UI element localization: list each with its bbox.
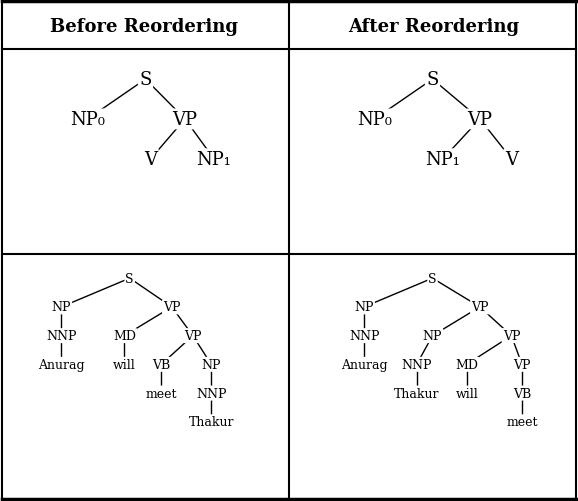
Text: NP₁: NP₁: [197, 150, 231, 168]
Text: NP: NP: [354, 301, 374, 314]
Text: NNP: NNP: [46, 330, 77, 342]
Text: VP: VP: [513, 358, 531, 371]
Text: NP: NP: [51, 301, 71, 314]
Text: V: V: [505, 150, 518, 168]
Text: Thakur: Thakur: [394, 387, 439, 400]
Text: will: will: [113, 358, 136, 371]
Text: NP₀: NP₀: [357, 111, 392, 129]
Text: VP: VP: [471, 301, 488, 314]
Text: VP: VP: [468, 111, 492, 129]
Text: meet: meet: [506, 415, 538, 428]
Text: Anurag: Anurag: [341, 358, 387, 371]
Text: MD: MD: [113, 330, 136, 342]
Text: NNP: NNP: [402, 358, 432, 371]
Text: NP: NP: [423, 330, 442, 342]
Text: NP: NP: [202, 358, 221, 371]
Text: After Reordering: After Reordering: [348, 18, 519, 36]
Text: Before Reordering: Before Reordering: [50, 18, 239, 36]
Text: VP: VP: [163, 301, 180, 314]
Text: NNP: NNP: [349, 330, 379, 342]
Text: NP₀: NP₀: [70, 111, 105, 129]
Text: VP: VP: [503, 330, 520, 342]
Text: VP: VP: [172, 111, 198, 129]
Text: NP₁: NP₁: [425, 150, 461, 168]
Text: MD: MD: [455, 358, 478, 371]
Text: Anurag: Anurag: [38, 358, 84, 371]
Text: S: S: [428, 272, 437, 285]
Text: will: will: [455, 387, 478, 400]
Text: S: S: [139, 71, 151, 89]
Text: V: V: [144, 150, 157, 168]
Text: S: S: [125, 272, 134, 285]
Text: S: S: [427, 71, 439, 89]
Text: VB: VB: [513, 387, 531, 400]
Text: VB: VB: [152, 358, 171, 371]
Text: Thakur: Thakur: [188, 415, 234, 428]
Text: meet: meet: [146, 387, 177, 400]
Text: NNP: NNP: [196, 387, 227, 400]
Text: VP: VP: [184, 330, 202, 342]
